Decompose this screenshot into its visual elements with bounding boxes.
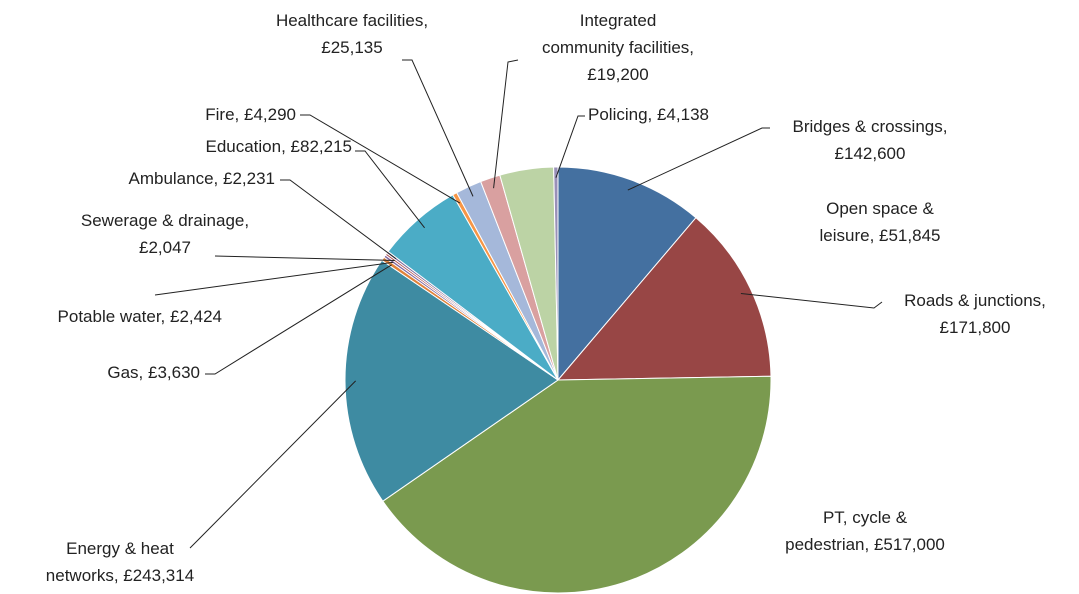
data-label: Ambulance, £2,231 xyxy=(129,169,276,188)
data-label: Bridges & crossings, £142,600 xyxy=(793,117,948,163)
label-line: Integrated xyxy=(580,11,657,30)
label-line: leisure, £51,845 xyxy=(820,226,941,245)
label-line: Fire, £4,290 xyxy=(205,105,296,124)
leader-line xyxy=(740,292,883,309)
label-line: PT, cycle & xyxy=(823,508,908,527)
label-line: £142,600 xyxy=(835,144,906,163)
label-line: Sewerage & drainage, xyxy=(81,211,249,230)
leader-line xyxy=(493,59,519,189)
slice xyxy=(556,216,772,381)
label-line: Healthcare facilities, xyxy=(276,11,428,30)
label-line: Roads & junctions, xyxy=(904,291,1046,310)
slice xyxy=(557,166,697,382)
label-line: Ambulance, £2,231 xyxy=(129,169,276,188)
slices xyxy=(344,166,772,594)
label-line: £19,200 xyxy=(587,65,648,84)
slice xyxy=(553,166,559,381)
label-line: £171,800 xyxy=(940,318,1011,337)
data-label: Open space & leisure, £51,845 xyxy=(820,199,941,245)
data-label: Gas, £3,630 xyxy=(107,363,200,382)
label-line: Education, £82,215 xyxy=(205,137,352,156)
data-label: Potable water, £2,424 xyxy=(58,307,222,326)
label-line: networks, £243,314 xyxy=(46,566,194,585)
leader-line xyxy=(214,255,395,261)
leader-line xyxy=(300,114,461,204)
label-line: Bridges & crossings, xyxy=(793,117,948,136)
data-label: Sewerage & drainage, £2,047 xyxy=(81,211,249,257)
leader-line xyxy=(402,59,474,197)
label-line: community facilities, xyxy=(542,38,694,57)
label-line: Open space & xyxy=(826,199,934,218)
data-label: Fire, £4,290 xyxy=(205,105,296,124)
leader-line xyxy=(154,261,394,296)
data-label: Education, £82,215 xyxy=(205,137,352,156)
label-line: £2,047 xyxy=(139,238,191,257)
slice xyxy=(382,375,772,594)
data-label: Policing, £4,138 xyxy=(588,105,709,124)
label-line: Policing, £4,138 xyxy=(588,105,709,124)
label-line: Gas, £3,630 xyxy=(107,363,200,382)
label-line: pedestrian, £517,000 xyxy=(785,535,945,554)
leader-line xyxy=(627,127,770,191)
label-line: £25,135 xyxy=(321,38,382,57)
data-label: Integrated community facilities, £19,200 xyxy=(542,11,694,84)
data-label: Healthcare facilities, £25,135 xyxy=(276,11,428,57)
leader-line xyxy=(280,179,397,260)
data-label: PT, cycle & pedestrian, £517,000 xyxy=(785,508,945,554)
leader-line xyxy=(205,264,392,375)
data-label: Roads & junctions, £171,800 xyxy=(904,291,1046,337)
label-line: Energy & heat xyxy=(66,539,174,558)
leader-line xyxy=(555,115,585,178)
data-label: Energy & heat networks, £243,314 xyxy=(46,539,194,585)
slice xyxy=(344,259,559,502)
leader-line xyxy=(355,150,425,229)
leader-line xyxy=(189,380,357,549)
label-line: Potable water, £2,424 xyxy=(58,307,222,326)
